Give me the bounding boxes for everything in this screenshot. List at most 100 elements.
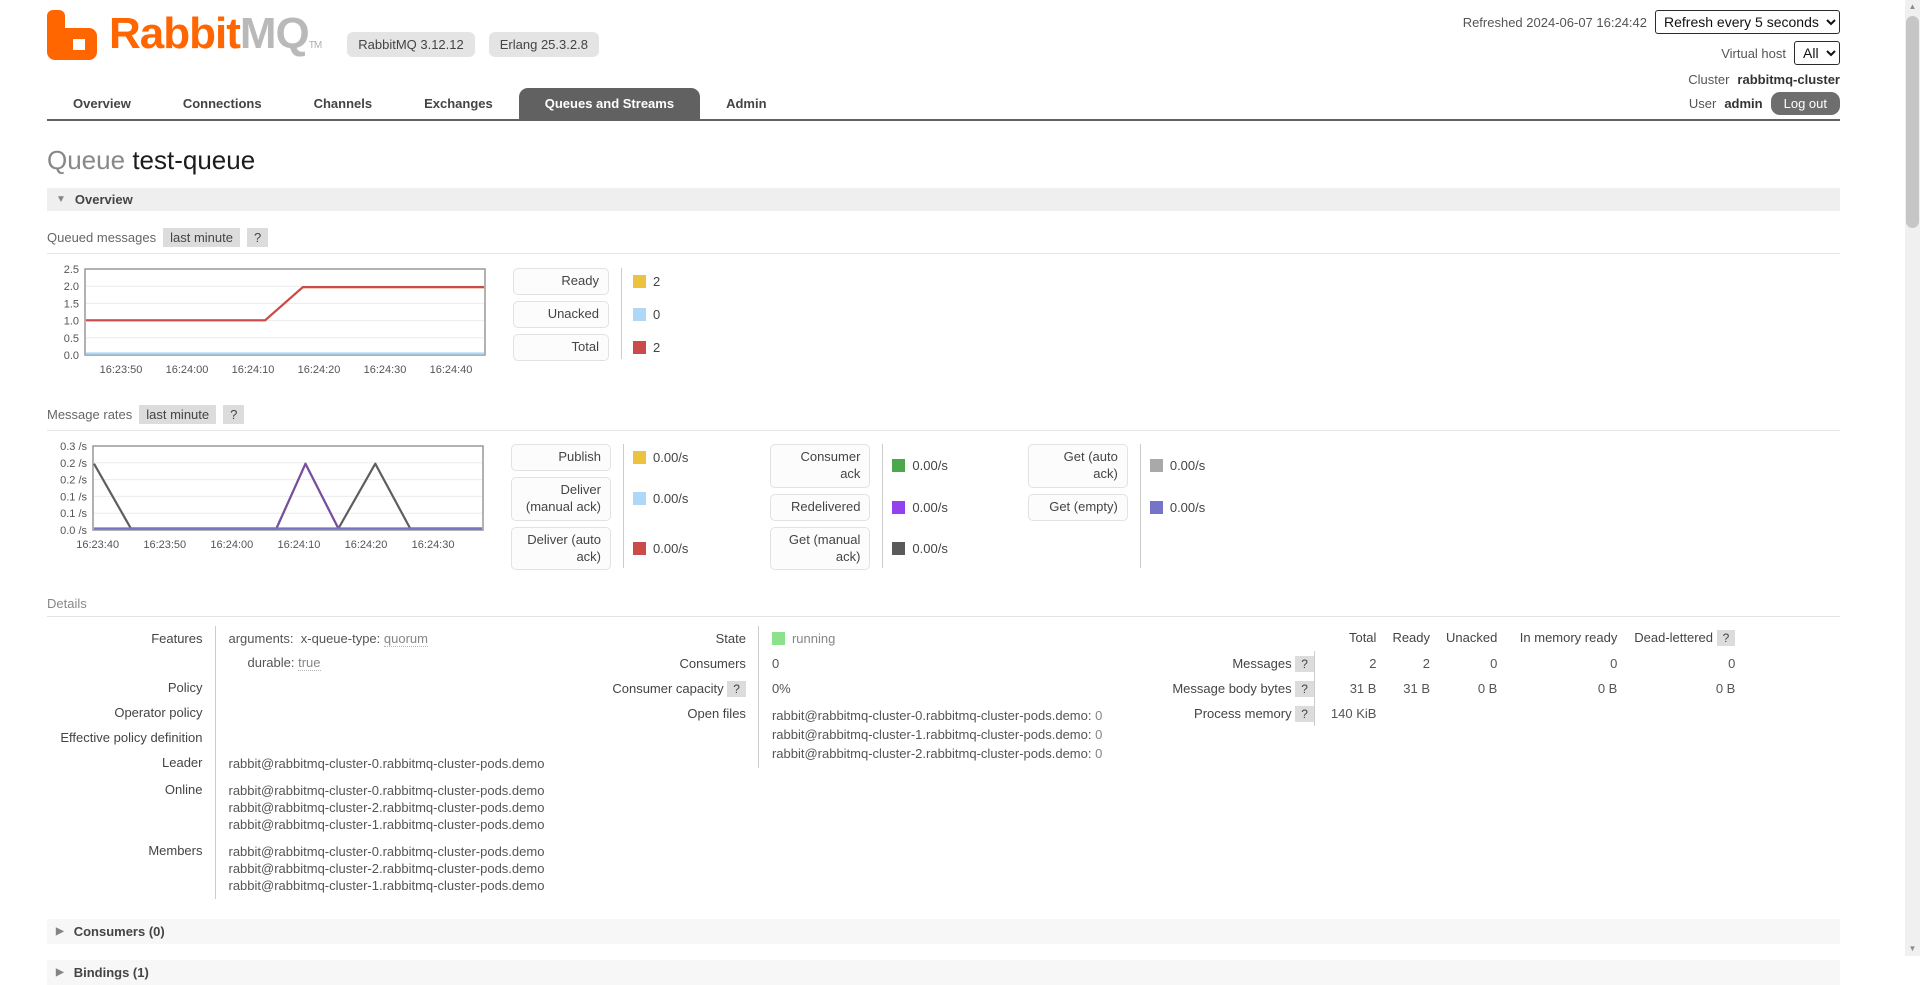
- vertical-scrollbar[interactable]: ▲ ▼: [1905, 0, 1920, 956]
- body-bytes-label-cell: Message body bytes ?: [1156, 676, 1314, 701]
- queued-messages-range-chip[interactable]: last minute: [163, 228, 240, 247]
- svg-text:16:24:30: 16:24:30: [364, 364, 407, 376]
- features-label: Features: [151, 631, 203, 647]
- arguments-key: arguments:: [228, 631, 294, 647]
- legend-value-deliver-manual: 0.00/s: [633, 491, 688, 506]
- policy-row: Policy: [47, 675, 545, 701]
- process-memory-label-cell: Process memory ?: [1156, 701, 1314, 726]
- queue-name: test-queue: [132, 145, 256, 175]
- page-header: RabbitMQTM RabbitMQ 3.12.12 Erlang 25.3.…: [0, 0, 1920, 115]
- deliver-auto-color-swatch: [633, 542, 646, 556]
- svg-text:16:24:00: 16:24:00: [210, 539, 253, 551]
- consumers-section-header[interactable]: ▶ Consumers (0): [47, 919, 1840, 945]
- messages-ready: 2: [1422, 656, 1431, 672]
- tab-exchanges[interactable]: Exchanges: [424, 96, 493, 111]
- cluster-row: Cluster rabbitmq-cluster: [1463, 72, 1840, 87]
- cluster-name: rabbitmq-cluster: [1737, 72, 1840, 87]
- open-files-node-value: 0: [1095, 746, 1103, 762]
- scrollbar-thumb[interactable]: [1906, 16, 1919, 228]
- arguments-line: arguments: x-queue-type: quorum: [228, 631, 545, 648]
- erlang-version-badge: Erlang 25.3.2.8: [488, 32, 599, 57]
- messages-label-cell: Messages ?: [1156, 651, 1314, 676]
- consumer-capacity-value: 0%: [757, 676, 1103, 702]
- get-auto-color-swatch: [1149, 459, 1163, 473]
- scrollbar-up-arrow-icon[interactable]: ▲: [1908, 2, 1917, 11]
- scrollbar-down-arrow-icon[interactable]: ▼: [1908, 944, 1917, 953]
- legend-row-consumer-ack: Consumer ack 0.00/s: [770, 444, 948, 488]
- svg-text:16:24:10: 16:24:10: [232, 364, 275, 376]
- legend-label-get-auto: Get (auto ack): [1027, 444, 1128, 488]
- state-value-cell: running: [757, 626, 1103, 652]
- members-values: rabbit@rabbitmq-cluster-0.rabbitmq-clust…: [214, 838, 545, 900]
- svg-text:0.5: 0.5: [64, 333, 79, 345]
- legend-row-get-auto: Get (auto ack) 0.00/s: [1027, 444, 1206, 488]
- stats-header-row: Total Ready Unacked In memory ready Dead…: [1156, 626, 1736, 651]
- svg-text:0.1 /s: 0.1 /s: [60, 508, 87, 520]
- tab-admin[interactable]: Admin: [726, 96, 767, 111]
- open-files-node-value: 0: [1095, 727, 1103, 743]
- message-rates-chart-area: 0.3 /s 0.2 /s 0.2 /s 0.1 /s 0.1 /s 0.0 /s 16:2…: [47, 442, 1840, 571]
- publish-color-swatch: [633, 450, 646, 464]
- legend-value-redelivered: 0.00/s: [892, 500, 948, 515]
- tab-overview[interactable]: Overview: [73, 96, 131, 111]
- tab-queues-and-streams[interactable]: Queues and Streams: [518, 88, 701, 119]
- svg-text:0.0: 0.0: [64, 350, 79, 362]
- message-rates-header: Message rates last minute ?: [47, 405, 1840, 431]
- virtual-host-label: Virtual host: [1721, 45, 1786, 61]
- open-files-row: Open files rabbit@rabbitmq-cluster-0.rab…: [606, 701, 1103, 769]
- queued-messages-header: Queued messages last minute ?: [47, 228, 1840, 254]
- redelivered-color-swatch: [892, 500, 906, 514]
- legend-label-ready: Ready: [513, 268, 609, 295]
- tab-connections[interactable]: Connections: [182, 96, 262, 111]
- legend-value-get-empty: 0.00/s: [1149, 500, 1205, 515]
- header-controls: Refreshed 2024-06-07 16:24:42 Refresh ev…: [1463, 10, 1840, 122]
- rabbitmq-logo[interactable]: RabbitMQTM RabbitMQ 3.12.12 Erlang 25.3.…: [47, 10, 1840, 70]
- details-left-table: Features arguments: x-queue-type: quorum…: [47, 626, 545, 900]
- svg-text:0.3 /s: 0.3 /s: [60, 442, 87, 453]
- virtual-host-select[interactable]: All: [1794, 41, 1840, 65]
- consumers-label: Consumers: [679, 656, 746, 672]
- user-label: User: [1688, 96, 1717, 111]
- consumer-ack-rate: 0.00/s: [912, 458, 948, 474]
- process-memory-help-icon[interactable]: ?: [1295, 706, 1314, 723]
- overview-section-header[interactable]: ▼ Overview: [47, 188, 1840, 211]
- body-bytes-help-icon[interactable]: ?: [1295, 681, 1314, 698]
- messages-in-memory: 0: [1610, 656, 1618, 672]
- messages-help-icon[interactable]: ?: [1295, 656, 1314, 673]
- queued-messages-help-icon[interactable]: ?: [247, 228, 269, 247]
- refresh-interval-select[interactable]: Refresh every 5 seconds: [1655, 10, 1840, 34]
- legend-value-get-manual: 0.00/s: [892, 541, 948, 556]
- logo-tm-text: TM: [308, 40, 322, 51]
- online-label: Online: [164, 782, 203, 798]
- get-auto-rate: 0.00/s: [1169, 458, 1206, 474]
- message-rates-legends: Publish 0.00/s Deliver (manual ack) 0.00…: [497, 442, 1206, 571]
- tab-channels[interactable]: Channels: [313, 96, 373, 111]
- legend-value-publish: 0.00/s: [633, 450, 688, 465]
- policy-value: [214, 675, 545, 701]
- message-stats-table: Total Ready Unacked In memory ready Dead…: [1156, 626, 1736, 727]
- process-memory-ready: [1376, 701, 1430, 726]
- logout-button[interactable]: Log out: [1770, 92, 1840, 115]
- consumer-capacity-help-icon[interactable]: ?: [727, 681, 746, 698]
- member-node: rabbit@rabbitmq-cluster-0.rabbitmq-clust…: [228, 844, 545, 860]
- publish-rate: 0.00/s: [653, 449, 689, 465]
- message-rates-range-chip[interactable]: last minute: [139, 405, 217, 424]
- bindings-section-header[interactable]: ▶ Bindings (1): [47, 960, 1840, 985]
- leader-row: Leader rabbit@rabbitmq-cluster-0.rabbitm…: [47, 750, 545, 778]
- svg-text:16:23:40: 16:23:40: [76, 539, 119, 551]
- svg-text:16:23:50: 16:23:50: [100, 364, 143, 376]
- dead-lettered-label: Dead-lettered: [1634, 630, 1714, 646]
- messages-dead-lettered: 0: [1728, 656, 1736, 672]
- open-files-node-name: rabbit@rabbitmq-cluster-2.rabbitmq-clust…: [771, 746, 1092, 762]
- legend-row-get-empty: Get (empty) 0.00/s: [1027, 493, 1205, 521]
- dead-lettered-help-icon[interactable]: ?: [1716, 630, 1736, 647]
- state-running-swatch: [771, 632, 785, 646]
- message-rates-help-icon[interactable]: ?: [223, 405, 245, 424]
- legend-value-consumer-ack: 0.00/s: [892, 458, 948, 474]
- state-label: State: [715, 631, 746, 647]
- user-row: User admin Log out: [1463, 92, 1840, 115]
- overview-section-title: Overview: [74, 192, 133, 207]
- process-memory-unacked: [1430, 701, 1497, 726]
- consumer-capacity-row: Consumer capacity ? 0%: [606, 676, 1103, 702]
- operator-policy-row: Operator policy: [47, 700, 545, 726]
